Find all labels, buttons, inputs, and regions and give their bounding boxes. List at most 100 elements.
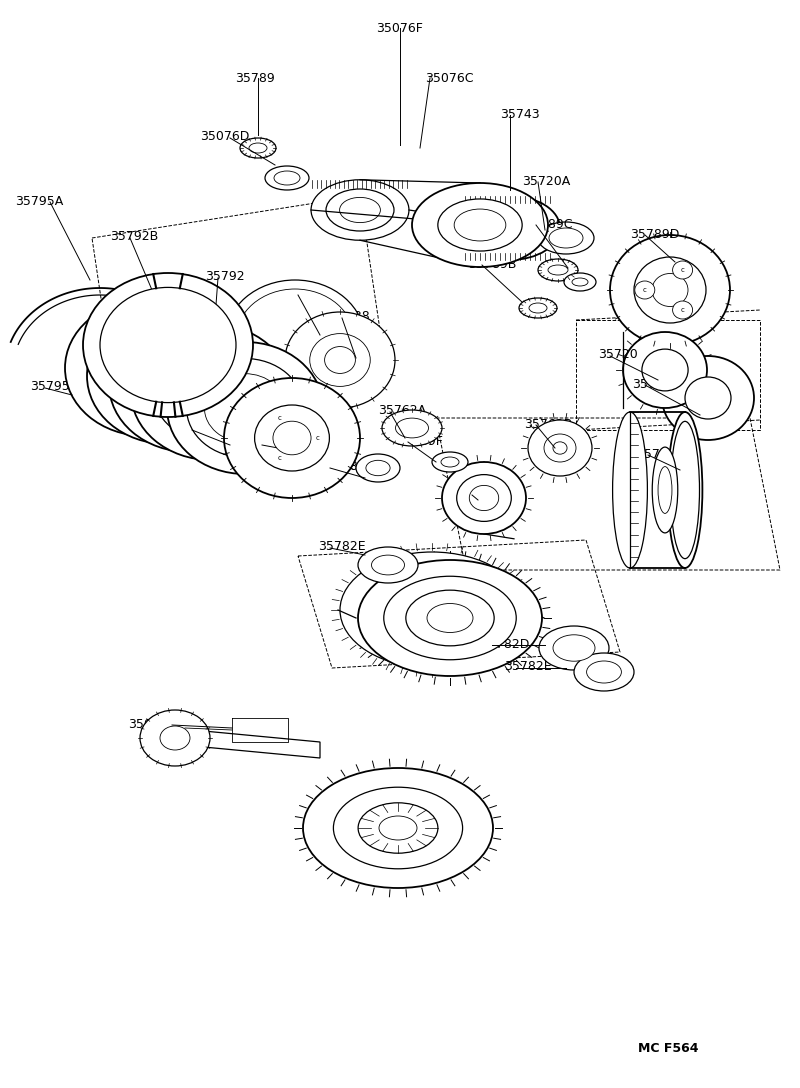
- Ellipse shape: [310, 334, 370, 386]
- Text: 35720: 35720: [598, 348, 638, 361]
- Ellipse shape: [442, 462, 526, 534]
- Ellipse shape: [131, 335, 246, 433]
- Text: c: c: [316, 435, 320, 441]
- Text: 35782E: 35782E: [318, 540, 366, 553]
- Ellipse shape: [441, 457, 459, 467]
- Ellipse shape: [406, 590, 494, 646]
- Ellipse shape: [610, 235, 730, 345]
- Ellipse shape: [586, 662, 622, 683]
- Ellipse shape: [553, 442, 567, 454]
- Ellipse shape: [127, 342, 207, 410]
- Ellipse shape: [412, 183, 548, 267]
- Ellipse shape: [100, 287, 236, 403]
- Ellipse shape: [358, 803, 438, 853]
- Text: MC F564: MC F564: [638, 1042, 698, 1055]
- Ellipse shape: [384, 577, 516, 659]
- Ellipse shape: [564, 273, 596, 290]
- Ellipse shape: [432, 452, 468, 472]
- Ellipse shape: [110, 327, 225, 425]
- Ellipse shape: [358, 547, 418, 583]
- Text: 35792B: 35792B: [110, 230, 158, 243]
- Ellipse shape: [340, 197, 381, 223]
- Text: 35795A: 35795A: [282, 288, 330, 301]
- Ellipse shape: [303, 768, 493, 888]
- Text: 35720A: 35720A: [522, 175, 570, 188]
- Ellipse shape: [673, 301, 693, 319]
- Ellipse shape: [438, 199, 522, 251]
- Ellipse shape: [548, 265, 568, 275]
- Ellipse shape: [379, 816, 417, 840]
- Ellipse shape: [358, 560, 542, 676]
- Ellipse shape: [538, 222, 594, 254]
- Ellipse shape: [171, 358, 251, 426]
- Text: 35782E: 35782E: [504, 660, 552, 673]
- Ellipse shape: [574, 653, 634, 691]
- Ellipse shape: [623, 332, 707, 408]
- Ellipse shape: [325, 347, 355, 373]
- Ellipse shape: [274, 171, 300, 185]
- Ellipse shape: [572, 279, 588, 286]
- Ellipse shape: [553, 634, 595, 662]
- Ellipse shape: [160, 726, 190, 750]
- Ellipse shape: [273, 421, 311, 455]
- Ellipse shape: [240, 138, 276, 158]
- Text: c: c: [277, 416, 281, 421]
- Ellipse shape: [254, 405, 330, 471]
- Text: 35792: 35792: [205, 270, 245, 283]
- Ellipse shape: [311, 180, 409, 240]
- Text: 35789: 35789: [235, 72, 275, 85]
- Text: 35762A: 35762A: [378, 404, 426, 417]
- Ellipse shape: [549, 228, 583, 248]
- Text: 35789C: 35789C: [524, 218, 573, 231]
- Ellipse shape: [528, 420, 592, 477]
- Ellipse shape: [65, 300, 225, 436]
- Text: 35789B: 35789B: [468, 258, 516, 271]
- Text: 35738: 35738: [330, 310, 370, 323]
- Text: 35782D: 35782D: [480, 638, 530, 651]
- Ellipse shape: [334, 788, 462, 869]
- Text: 35762B: 35762B: [524, 418, 572, 431]
- Ellipse shape: [285, 312, 395, 408]
- Ellipse shape: [454, 209, 506, 240]
- Ellipse shape: [652, 273, 688, 307]
- Ellipse shape: [109, 316, 269, 452]
- Text: 35762: 35762: [460, 489, 500, 500]
- Ellipse shape: [382, 410, 442, 446]
- Text: 35792B: 35792B: [178, 422, 226, 435]
- Ellipse shape: [642, 349, 688, 391]
- Ellipse shape: [371, 555, 405, 574]
- Ellipse shape: [479, 208, 541, 248]
- Ellipse shape: [670, 421, 699, 558]
- Ellipse shape: [87, 308, 247, 444]
- Ellipse shape: [105, 334, 185, 401]
- Text: 35743: 35743: [500, 108, 540, 121]
- Ellipse shape: [149, 350, 229, 418]
- Ellipse shape: [470, 485, 498, 510]
- Ellipse shape: [167, 342, 323, 474]
- Text: 35076D: 35076D: [200, 129, 250, 143]
- Ellipse shape: [427, 604, 473, 632]
- Ellipse shape: [667, 412, 702, 568]
- Text: 35076C: 35076C: [425, 72, 474, 85]
- Ellipse shape: [673, 261, 693, 279]
- Ellipse shape: [366, 460, 390, 475]
- Text: 35076F: 35076F: [377, 22, 423, 35]
- Text: c: c: [681, 267, 685, 273]
- Ellipse shape: [249, 143, 267, 153]
- Ellipse shape: [634, 257, 706, 323]
- Ellipse shape: [519, 298, 557, 318]
- Ellipse shape: [652, 447, 678, 533]
- Text: 35795A: 35795A: [15, 195, 63, 208]
- Ellipse shape: [83, 273, 253, 417]
- Ellipse shape: [224, 378, 360, 498]
- Ellipse shape: [658, 467, 672, 514]
- Ellipse shape: [662, 356, 754, 440]
- Ellipse shape: [544, 434, 576, 462]
- Ellipse shape: [538, 259, 578, 281]
- Text: 35760: 35760: [248, 438, 288, 452]
- Ellipse shape: [457, 474, 511, 521]
- Text: 35795: 35795: [30, 380, 70, 393]
- Text: c: c: [277, 455, 281, 460]
- Ellipse shape: [186, 359, 303, 457]
- Text: c: c: [681, 307, 685, 313]
